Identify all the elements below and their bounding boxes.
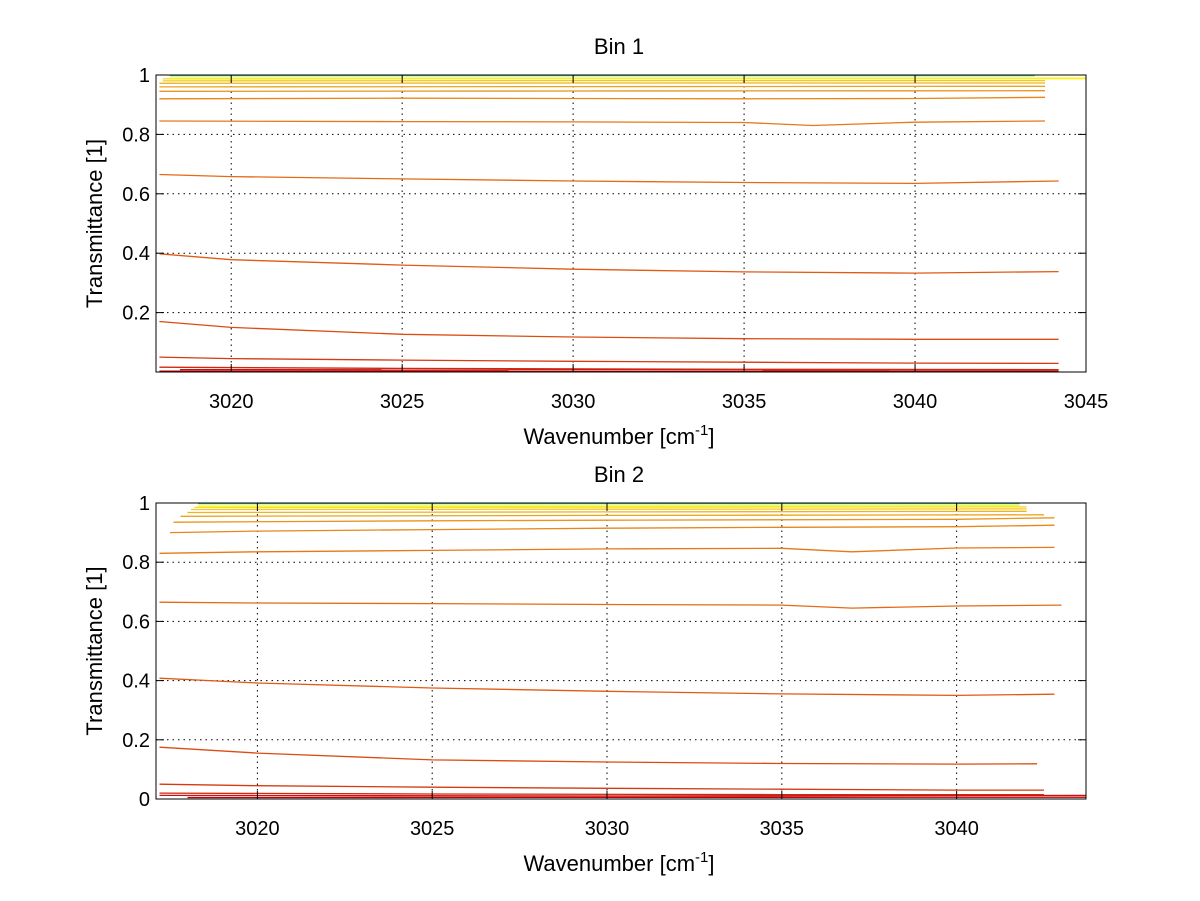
series-line-8 [169,524,1055,534]
series-line-7 [159,120,1046,127]
series-line-6 [159,601,1062,609]
y-tick-label: 0.4 [122,671,150,693]
y-tick-label: 0 [139,789,150,811]
y-axis-label: Transmittance [1] [82,566,107,735]
y-axis-label: Transmittance [1] [82,139,107,308]
series-line-3 [159,783,1044,791]
x-tick-label: 3035 [722,391,767,413]
series-line-11 [187,510,1027,514]
chart-title: Bin 2 [594,462,644,487]
x-tick-label: 3040 [934,818,979,840]
y-tick-label: 0.4 [122,243,150,265]
series-line-9 [159,90,1046,92]
x-axis-label: Wavenumber [cm-1] [523,422,714,449]
y-tick-label: 0.8 [122,552,150,574]
series-line-10 [180,514,1045,517]
series-line-6 [159,173,1059,185]
x-axis-label: Wavenumber [cm-1] [523,849,714,876]
y-tick-label: 0.2 [122,730,150,752]
y-tick-label: 0.8 [122,124,150,146]
x-tick-label: 3025 [410,818,455,840]
axes-frame [155,502,1087,800]
series-line-4 [159,320,1059,340]
series-line-5 [159,253,1059,274]
x-tick-label: 3040 [893,391,938,413]
x-tick-label: 3020 [209,391,254,413]
x-tick-label: 3030 [551,391,596,413]
series-line-2 [159,792,1044,796]
series-line-3 [159,356,1059,365]
y-tick-label: 0.6 [122,611,150,633]
x-tick-label: 3025 [380,391,425,413]
series-line-1 [159,794,1087,797]
x-tick-label: 3030 [585,818,630,840]
subplot-bin-1: 3020 3025 3030 3035 3040 3045 0.2 0.4 0.6 0.8 1 Bin… [82,34,1108,449]
x-tick-label: 3020 [235,818,280,840]
subplot-bin-2: 3020 3025 3030 3035 3040 0 0.2 0.4 0.6 0.8 1 Bin 2 W… [82,462,1087,876]
x-tick-label: 3045 [1064,391,1109,413]
series-line-7 [159,546,1055,554]
chart-title: Bin 1 [594,34,644,59]
series-line-4 [159,746,1038,765]
y-tick-label: 1 [139,65,150,87]
series-line-9 [173,517,1055,523]
y-tick-label: 0.2 [122,303,150,325]
y-tick-label: 1 [139,493,150,515]
axes-frame [155,74,1087,373]
x-tick-label: 3035 [760,818,805,840]
series-line-13 [194,506,1027,509]
y-tick-label: 0.6 [122,184,150,206]
series-line-10 [159,85,1046,88]
series-line-5 [159,677,1055,697]
series-line-8 [159,96,1046,100]
series-line-12 [190,508,1027,511]
